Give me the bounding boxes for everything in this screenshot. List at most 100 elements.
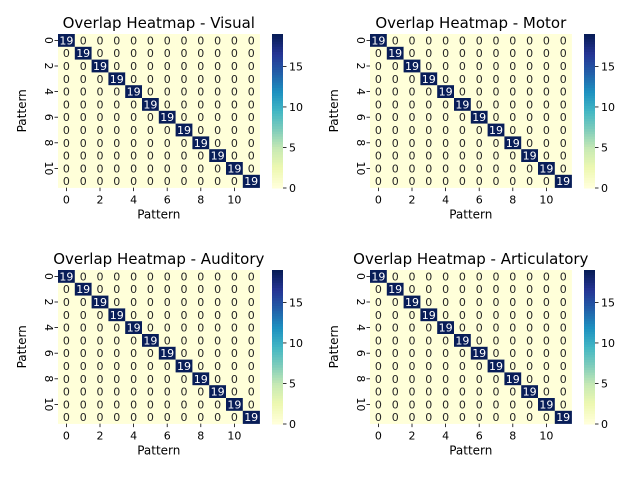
colorbar-segment <box>584 98 595 102</box>
heatmap-cell <box>504 321 522 335</box>
colorbar-tick-label: 10 <box>601 101 615 114</box>
cell-annotation: 0 <box>197 322 204 335</box>
colorbar-segment <box>584 331 595 335</box>
cell-annotation: 0 <box>63 124 70 137</box>
cell-annotation: 0 <box>442 411 449 424</box>
cell-annotation: 0 <box>526 322 533 335</box>
cell-annotation: 19 <box>506 137 520 150</box>
heatmap-cell <box>470 149 488 163</box>
heatmap-cell <box>521 34 539 48</box>
x-axis-label: Pattern <box>449 444 492 458</box>
cell-annotation: 0 <box>543 296 550 309</box>
heatmap-cell <box>538 174 556 188</box>
heatmap-cell <box>437 282 455 296</box>
heatmap-cell <box>58 123 76 137</box>
heatmap-cell <box>420 85 438 99</box>
heatmap-cell <box>403 46 421 60</box>
cell-annotation: 0 <box>130 334 137 347</box>
cell-annotation: 0 <box>197 60 204 73</box>
heatmap-cell <box>437 308 455 322</box>
colorbar-segment <box>272 105 283 109</box>
colorbar-segment <box>584 388 595 392</box>
cell-annotation: 0 <box>80 34 87 47</box>
colorbar-segment <box>272 300 283 304</box>
colorbar-segment <box>584 164 595 168</box>
colorbar-segment <box>584 313 595 317</box>
cell-annotation: 0 <box>409 47 416 60</box>
heatmap-cell <box>370 385 388 399</box>
heatmap-cell <box>108 308 126 322</box>
heatmap-cell <box>108 282 126 296</box>
cell-annotation: 0 <box>214 47 221 60</box>
heatmap-cell <box>158 398 176 412</box>
colorbar-segment <box>584 136 595 140</box>
heatmap-cell <box>504 308 522 322</box>
cell-annotation: 0 <box>509 162 516 175</box>
heatmap-cell <box>538 46 556 60</box>
y-tick-label: 4 <box>354 324 367 331</box>
heatmap-cell <box>386 282 404 296</box>
colorbar-tick-label: 5 <box>601 377 608 390</box>
heatmap-cell <box>521 295 539 309</box>
heatmap-cell <box>158 410 176 424</box>
heatmap-cell <box>386 321 404 335</box>
heatmap-cell <box>437 149 455 163</box>
colorbar-segment <box>272 49 283 53</box>
heatmap-cell <box>125 346 143 360</box>
panel-title: Overlap Heatmap - Auditory <box>53 250 264 268</box>
colorbar-segment <box>584 321 595 325</box>
heatmap-cell <box>487 85 505 99</box>
y-tick-label: 2 <box>42 299 55 306</box>
cell-annotation: 0 <box>147 162 154 175</box>
heatmap-cell <box>91 174 109 188</box>
cell-annotation: 0 <box>543 73 550 86</box>
cell-annotation: 0 <box>80 150 87 163</box>
colorbar-segment <box>584 323 595 327</box>
colorbar-segment <box>584 305 595 309</box>
cell-annotation: 0 <box>248 270 255 283</box>
heatmap-cell <box>209 398 227 412</box>
heatmap-cell <box>125 110 143 124</box>
heatmap-cell <box>192 72 210 86</box>
heatmap-cell <box>504 385 522 399</box>
heatmap-cell <box>209 59 227 73</box>
heatmap-cell <box>242 98 260 112</box>
x-tick-label: 0 <box>375 430 382 443</box>
cell-annotation: 0 <box>231 270 238 283</box>
heatmap-cell <box>370 123 388 137</box>
x-tick-label: 10 <box>539 194 553 207</box>
colorbar-segment <box>272 180 283 184</box>
heatmap-cell <box>370 270 388 284</box>
cell-annotation: 0 <box>476 34 483 47</box>
heatmap-cell <box>437 398 455 412</box>
colorbar-segment <box>272 136 283 140</box>
cell-annotation: 19 <box>523 150 537 163</box>
cell-annotation: 0 <box>63 360 70 373</box>
heatmap-cell <box>470 282 488 296</box>
colorbar-segment <box>272 41 283 45</box>
heatmap-cell <box>192 34 210 48</box>
cell-annotation: 0 <box>97 322 104 335</box>
colorbar-segment <box>272 416 283 420</box>
cell-annotation: 0 <box>560 47 567 60</box>
heatmap-cell <box>403 162 421 176</box>
heatmap-cell <box>226 123 244 137</box>
colorbar-segment <box>584 69 595 73</box>
heatmap-cell <box>554 334 572 348</box>
cell-annotation: 0 <box>493 34 500 47</box>
colorbar-segment <box>584 162 595 166</box>
colorbar-segment <box>272 126 283 130</box>
cell-annotation: 0 <box>197 309 204 322</box>
cell-annotation: 0 <box>560 124 567 137</box>
y-tick-label: 10 <box>354 397 367 411</box>
colorbar-segment <box>584 177 595 181</box>
colorbar-segment <box>272 398 283 402</box>
cell-annotation: 0 <box>425 283 432 296</box>
cell-annotation: 0 <box>509 347 516 360</box>
heatmap-cell <box>504 34 522 48</box>
heatmap-cell <box>554 270 572 284</box>
cell-annotation: 19 <box>127 86 141 99</box>
heatmap-cell <box>437 162 455 176</box>
cell-annotation: 0 <box>425 296 432 309</box>
cell-annotation: 0 <box>392 309 399 322</box>
